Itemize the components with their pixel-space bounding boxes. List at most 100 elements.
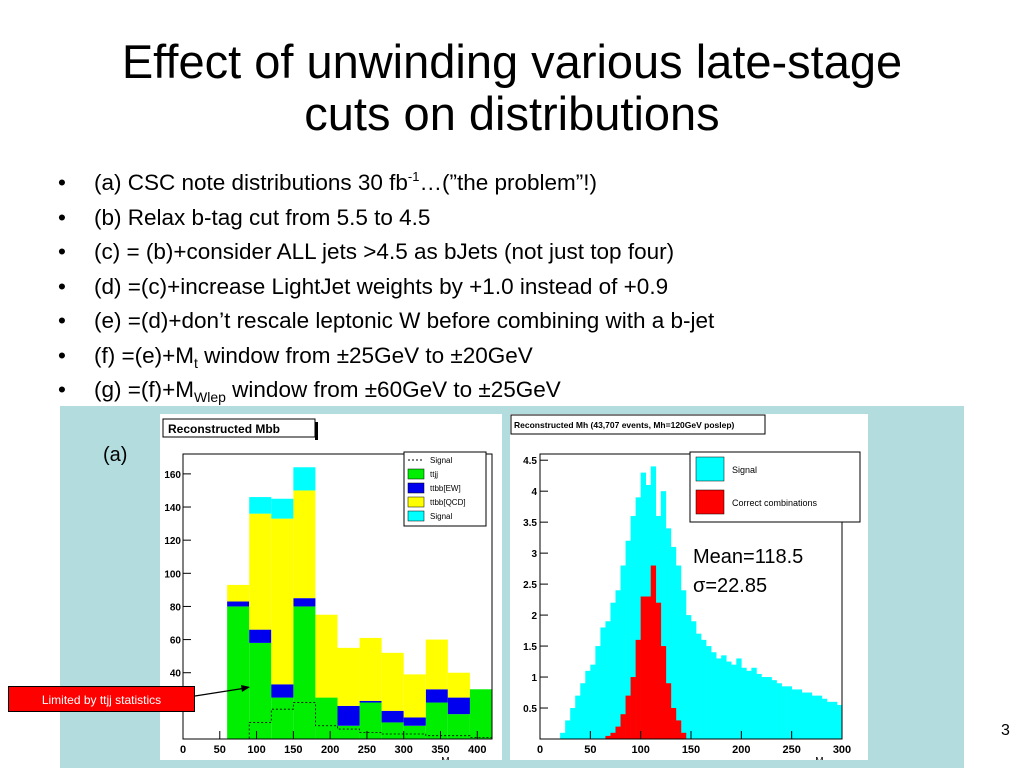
y-tick-label: 120 xyxy=(164,536,181,547)
x-tick-label: 300 xyxy=(395,744,413,756)
bullet-dot: • xyxy=(58,377,66,402)
x-tick-label: 200 xyxy=(732,744,750,756)
bar-signal xyxy=(565,720,571,739)
x-tick-label: 0 xyxy=(180,744,186,756)
bar-signal xyxy=(625,540,631,739)
legend-swatch xyxy=(407,468,425,480)
bar-ttbbqcd xyxy=(403,674,426,718)
bullet-text-rest: window from ±60GeV to ±25GeV xyxy=(225,377,561,402)
bar-signal xyxy=(696,633,702,739)
bullet-dot: • xyxy=(58,308,66,333)
legend-swatch xyxy=(695,456,725,482)
bar-signal xyxy=(711,652,717,739)
mbb-plot: Reconstructed Mbb 0 50 100 150 200 250 300 350 40… xyxy=(160,414,502,768)
bar-signal xyxy=(836,704,843,739)
y-tick-label: 3 xyxy=(531,549,537,560)
bar-signal xyxy=(821,698,828,739)
bar-signal xyxy=(701,639,707,739)
bar-signal xyxy=(680,590,687,739)
bar-correct-combinations xyxy=(605,735,611,739)
bar-signal xyxy=(776,683,782,739)
title-line-1: Effect of unwinding various late-stage xyxy=(121,35,903,88)
bar-ttbbew xyxy=(381,710,404,723)
bar-signal xyxy=(630,515,636,739)
bar-ttbbqcd xyxy=(425,639,448,690)
bar-correct-combinations xyxy=(645,596,652,739)
bar-signal xyxy=(786,686,792,739)
bar-correct-combinations xyxy=(640,596,646,739)
bullet-text: (b) Relax b-tag cut from 5.5 to 4.5 xyxy=(94,204,431,230)
legend-label: Signal xyxy=(430,456,452,465)
bar-correct-combinations xyxy=(610,732,616,739)
bullet-dot: • xyxy=(58,239,66,264)
legend-label: ttbb[EW] xyxy=(430,484,461,493)
bar-ttjj xyxy=(249,642,272,739)
bar-signal xyxy=(831,701,838,739)
x-tick-label: 300 xyxy=(833,744,851,756)
bar-signal xyxy=(580,683,586,739)
bar-ttjj xyxy=(425,702,448,739)
bar-ttjj xyxy=(315,697,338,739)
mh-histogram: Reconstructed Mh (43,707 events, Mh=120G… xyxy=(510,414,861,768)
chart-title-box xyxy=(510,414,766,435)
bullet-text: (f) =(e)+M xyxy=(94,342,195,368)
bar-ttjj xyxy=(271,697,294,739)
bar-signal xyxy=(736,658,742,739)
bullet-dot: • xyxy=(58,204,66,230)
legend-swatch xyxy=(695,489,725,515)
bar-ttbbew xyxy=(271,684,294,698)
bar-ttbbqcd xyxy=(359,637,382,701)
signal-dotted-line xyxy=(197,702,492,740)
legend-label: Correct combinations xyxy=(732,498,818,508)
x-tick-label: 250 xyxy=(782,744,800,756)
bar-signal xyxy=(731,664,737,739)
y-tick-label: 2 xyxy=(531,611,537,622)
bar-signal xyxy=(771,680,777,739)
bullet-item: • (e) =(d)+don’t rescale leptonic W befor… xyxy=(58,304,714,339)
statistics-callout: Limited by ttjj statistics xyxy=(8,686,195,712)
bar-signal xyxy=(721,655,727,739)
bar-signal xyxy=(716,658,722,739)
sigma-value: σ=22.85 xyxy=(693,575,768,597)
bar-ttbbew xyxy=(227,601,250,607)
y-tick-label: 4 xyxy=(531,487,537,498)
bullet-item: • (a) CSC note distributions 30 fb-1…(”th… xyxy=(58,166,714,201)
bar-signal xyxy=(293,467,316,491)
y-tick-label: 0.5 xyxy=(523,704,537,715)
bar-ttbbew xyxy=(425,689,448,703)
bullet-superscript: -1 xyxy=(407,169,420,184)
bar-signal xyxy=(706,646,712,739)
bar-correct-combinations xyxy=(665,683,672,739)
bar-signal xyxy=(615,590,621,739)
x-tick-label: 50 xyxy=(214,744,226,756)
bar-signal xyxy=(660,491,667,739)
x-tick-label: 250 xyxy=(358,744,376,756)
legend-label: Signal xyxy=(430,512,452,521)
bullet-subscript: t xyxy=(194,354,198,371)
x-axis-label: MH xyxy=(815,756,828,760)
legend-swatch xyxy=(407,496,425,508)
x-tick-label: 200 xyxy=(321,744,339,756)
legend-label: ttjj xyxy=(430,470,438,479)
y-tick-label: 80 xyxy=(170,602,182,613)
x-tick-label: 100 xyxy=(631,744,649,756)
bar-signal xyxy=(751,667,757,739)
bar-signal xyxy=(826,701,833,739)
slide-title: Effect of unwinding various late-stage c… xyxy=(0,36,1024,140)
bar-ttbbew xyxy=(403,717,426,726)
legend-label: ttbb[QCD] xyxy=(430,498,466,507)
panel-label: (a) xyxy=(103,444,128,466)
bullet-dot: • xyxy=(58,342,66,368)
bar-ttjj xyxy=(227,606,250,739)
bar-correct-combinations xyxy=(655,602,662,739)
bullet-dot: • xyxy=(58,170,66,195)
bar-correct-combinations xyxy=(630,677,636,739)
bar-correct-combinations xyxy=(680,732,687,739)
bar-signal xyxy=(570,708,576,739)
bar-ttbbew xyxy=(249,629,272,643)
legend-swatch xyxy=(407,510,425,522)
bar-signal xyxy=(766,677,772,739)
legend-swatch xyxy=(407,482,425,494)
bar-ttjj xyxy=(337,725,360,739)
bar-signal xyxy=(806,692,813,739)
